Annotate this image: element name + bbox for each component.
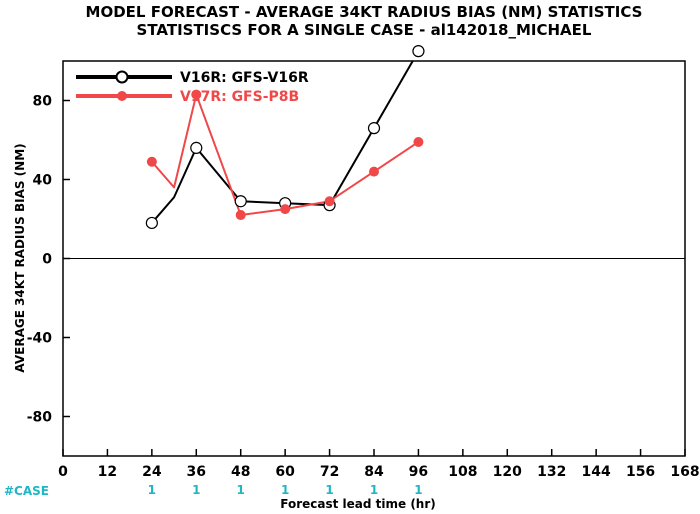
x-tick-label: 36 — [187, 464, 206, 480]
series-1-point — [280, 204, 291, 215]
series-0-point — [145, 216, 158, 230]
x-tick-label: 24 — [142, 464, 162, 480]
series-1-point — [191, 89, 202, 100]
legend-label-0: V16R: GFS-V16R — [180, 70, 309, 86]
y-tick-label: 40 — [33, 173, 53, 189]
x-tick-label: 108 — [448, 464, 477, 480]
y-tick-label: 80 — [33, 94, 53, 110]
x-tick-label: 144 — [582, 464, 611, 480]
x-tick-label: 0 — [58, 464, 68, 480]
chart-title: MODEL FORECAST - AVERAGE 34KT RADIUS BIA… — [86, 3, 643, 21]
x-axis-label: Forecast lead time (hr) — [280, 497, 436, 511]
x-tick-label: 132 — [537, 464, 566, 480]
case-count: 1 — [281, 483, 289, 497]
series-0-point — [367, 122, 381, 135]
x-tick-label: 60 — [275, 464, 295, 480]
x-tick-label: 96 — [409, 464, 428, 480]
series-0-point — [234, 195, 247, 208]
x-tick-label: 168 — [670, 464, 699, 480]
x-tick-label: 48 — [231, 464, 250, 480]
series-0-point — [412, 45, 425, 58]
legend-marker-0 — [115, 70, 129, 84]
case-count: 1 — [325, 483, 333, 497]
series-line-0 — [151, 61, 414, 224]
legend-label-1: V17R: GFS-P8B — [180, 89, 299, 105]
legend-marker-1 — [117, 91, 127, 101]
case-count-row: #CASE 1 1 1 1 1 1 1 — [4, 483, 423, 498]
y-axis-label: AVERAGE 34KT RADIUS BIAS (NM) — [13, 143, 27, 372]
series-0-point — [190, 141, 203, 154]
x-axis: 0 12 24 36 48 60 72 84 96 108 120 132 144 156 168 — [58, 449, 700, 480]
y-tick-label: -40 — [27, 331, 53, 347]
legend: V16R: GFS-V16R V17R: GFS-P8B — [76, 70, 309, 105]
series-line-1 — [151, 93, 419, 217]
y-tick-label: 0 — [42, 252, 52, 268]
series-1-point — [369, 166, 379, 177]
case-count-label: #CASE — [4, 484, 49, 498]
case-count: 1 — [370, 483, 378, 497]
x-tick-label: 12 — [98, 464, 117, 480]
series-layer — [151, 61, 419, 224]
case-count: 1 — [148, 483, 156, 497]
series-1-point — [324, 196, 335, 207]
series-1-point — [413, 136, 424, 147]
y-axis: -80 -40 0 40 80 — [27, 94, 70, 426]
marker-layer — [145, 45, 425, 230]
case-count: 1 — [414, 483, 422, 497]
x-tick-label: 72 — [320, 464, 339, 480]
x-tick-label: 84 — [364, 464, 384, 480]
y-tick-label: -80 — [27, 410, 53, 426]
x-tick-label: 120 — [493, 464, 522, 480]
case-count: 1 — [237, 483, 245, 497]
series-1-point — [146, 156, 157, 167]
series-1-point — [235, 210, 246, 221]
chart-subtitle: STATISTISCS FOR A SINGLE CASE - al142018… — [137, 21, 592, 39]
x-tick-label: 156 — [626, 464, 655, 480]
case-count: 1 — [192, 483, 200, 497]
